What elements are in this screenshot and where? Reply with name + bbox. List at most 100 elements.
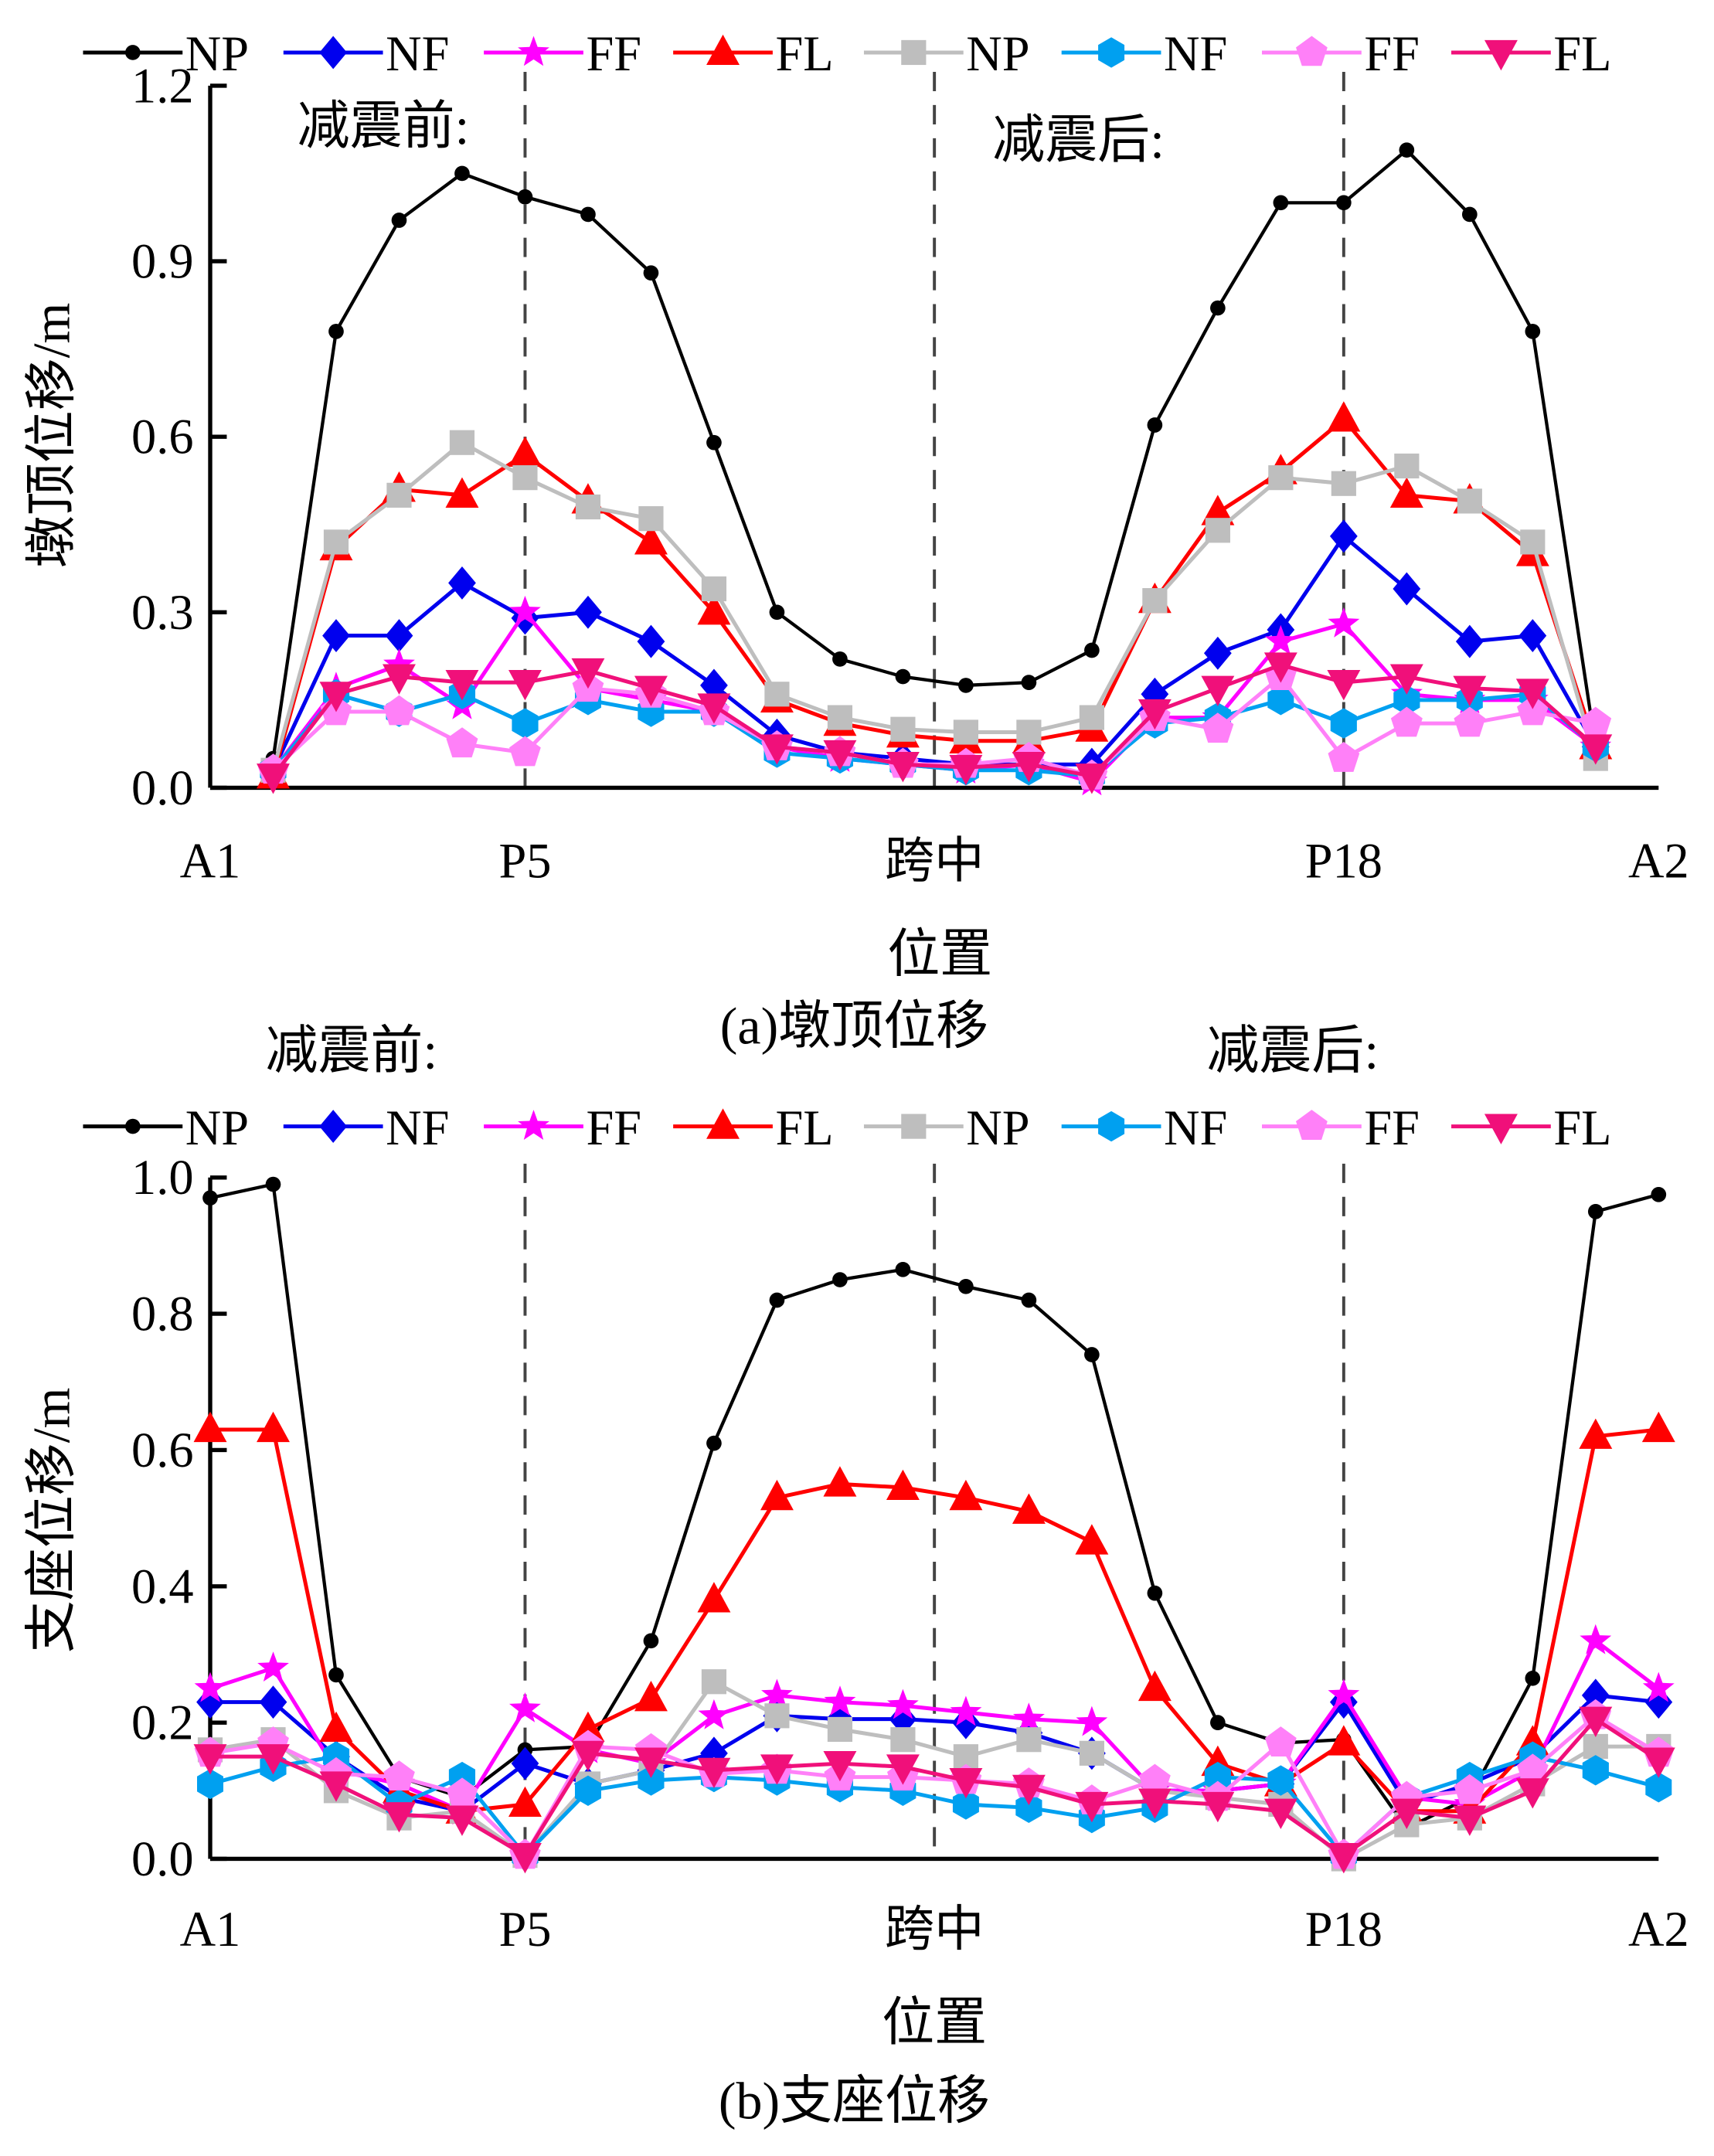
data-point [949,1767,983,1799]
data-point [571,1711,605,1743]
data-point [760,734,794,765]
data-point [1525,324,1541,339]
x-tick-label: P18 [1305,834,1382,889]
triangle-up-icon [706,1108,740,1139]
x-tick-label: A1 [180,834,241,889]
data-point [386,482,412,508]
data-point [886,752,920,783]
x-tick-label: A2 [1628,1902,1689,1957]
data-point [1075,763,1109,794]
y-tick-label: 0.6 [131,410,193,464]
star-icon [518,36,549,66]
x-tick-label: P5 [498,1902,551,1957]
data-point [445,477,479,508]
annotation-after: 减震后: [1206,1021,1379,1080]
data-point [823,1750,857,1782]
data-point [1579,1418,1613,1449]
x-tick-label: A1 [180,1902,241,1957]
data-point [508,1786,542,1818]
data-point [509,736,541,767]
data-point [1327,1842,1361,1874]
series-line [271,440,1598,771]
data-point [950,1695,982,1726]
data-point [1516,1753,1549,1784]
data-point [1201,675,1235,706]
legend-item: FF [1262,1100,1420,1155]
hexagon-icon [1098,37,1125,68]
data-point [517,189,533,205]
data-point [319,682,353,712]
data-point [1389,664,1423,695]
data-point [1015,1792,1042,1823]
data-point [391,213,407,228]
series-line [271,662,1597,778]
data-point [886,1469,920,1501]
data-point [1327,670,1361,701]
data-point [509,595,541,626]
data-point [886,1688,919,1719]
legend-item: FF [484,26,641,81]
data-point [958,678,974,693]
data-point [1139,1763,1171,1794]
pentagon-icon [1296,1110,1328,1140]
x-axis-label: 位置 [887,924,992,983]
legend-item: FL [673,26,834,81]
data-point [1079,1740,1104,1766]
data-point [1454,1773,1486,1804]
data-point [1084,1347,1100,1362]
data-point [1210,300,1226,316]
legend-label: FL [775,1100,833,1155]
triangle-down-icon [1484,1114,1518,1144]
data-point [1587,1204,1603,1219]
data-point [1336,195,1352,211]
data-point [1021,1292,1037,1308]
y-tick-label: 0.0 [131,760,193,815]
data-point [698,1699,730,1729]
data-point [701,576,727,602]
y-tick-label: 0.0 [131,1831,193,1886]
data-point [895,1261,911,1277]
legend-item: NF [283,26,449,81]
data-point [328,1667,344,1683]
data-point [574,595,602,629]
legend-item: FF [484,1100,641,1155]
data-point [1267,1765,1294,1796]
data-point [952,1789,979,1820]
series-0-np [265,142,1603,767]
data-point [832,1272,848,1287]
star-icon [518,1110,549,1140]
caption: (b)支座位移 [719,2072,990,2130]
data-point [1203,636,1232,670]
data-point [1330,708,1357,739]
data-point [508,436,542,467]
data-point [383,664,416,695]
data-point [319,1771,353,1802]
data-point [1453,675,1487,706]
square-icon [901,1114,927,1139]
data-point [1012,752,1046,783]
hexagon-icon [1098,1110,1125,1142]
data-point [259,1685,287,1719]
legend: NP NF FF FL NP NF FF FL [83,1100,1612,1155]
data-point [383,648,415,678]
legend-label: NP [966,26,1029,81]
data-point [257,1411,290,1443]
chart-pier-top-displacement: 减震前: 减震后: 位置 (a)墩顶位移 墩顶位移/m 0.0 0.3 0.6 0.9… [22,26,1689,1055]
data-point [1394,453,1420,479]
annotation-before: 减震前: [266,1021,438,1080]
data-point [508,1842,542,1874]
legend-item: FF [1262,26,1420,81]
y-tick-label: 0.3 [131,585,193,640]
data-point [1461,206,1478,223]
data-point [1138,699,1172,730]
chart-bearing-displacement: 减震前: 减震后: 位置 (b)支座位移 支座位移/m 0.0 0.2 0.4 0.6… [22,1021,1689,2130]
legend-label: FF [586,1100,641,1155]
series-line [271,148,1597,759]
data-point [449,430,475,455]
series-line [271,533,1597,771]
data-point [265,1176,281,1192]
data-point [760,1479,794,1511]
data-point [1147,1585,1163,1601]
data-point [949,1479,983,1511]
